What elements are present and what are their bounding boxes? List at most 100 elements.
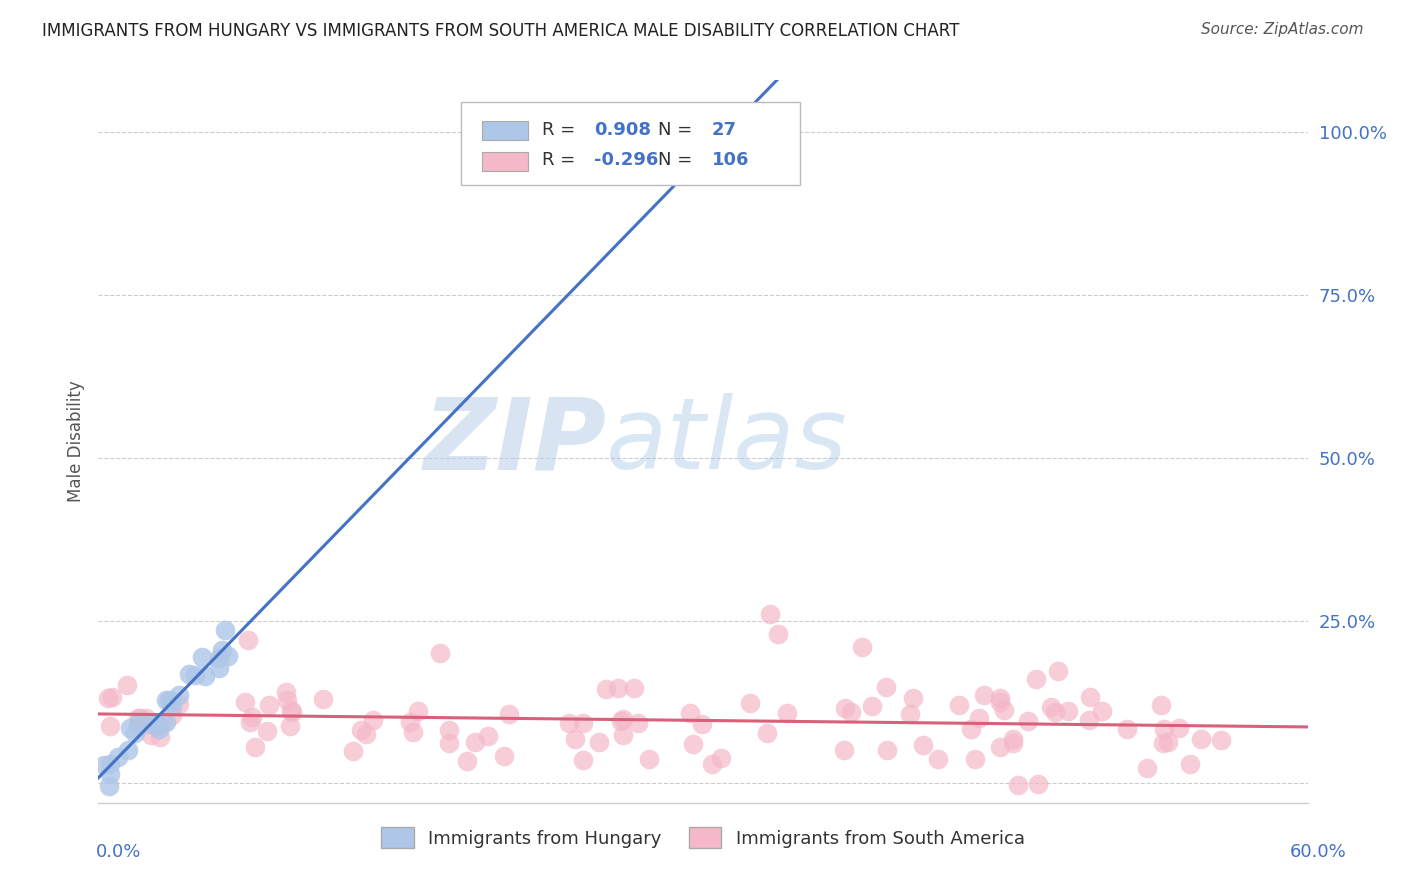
Point	[238, 633, 260, 648]
Point	[160, 708, 183, 723]
Point	[875, 681, 897, 695]
Point	[927, 752, 949, 766]
Point	[456, 754, 478, 768]
Point	[243, 740, 266, 755]
Point	[967, 711, 990, 725]
Point	[361, 713, 384, 727]
Point	[256, 724, 278, 739]
Point	[1001, 736, 1024, 750]
Point	[564, 732, 586, 747]
Point	[208, 650, 231, 665]
Point	[766, 626, 789, 640]
Text: 0.908: 0.908	[595, 121, 651, 139]
Point	[1017, 714, 1039, 729]
Point	[214, 623, 236, 637]
Point	[492, 748, 515, 763]
Point	[756, 726, 779, 740]
Point	[1007, 778, 1029, 792]
Point	[973, 688, 995, 702]
Legend: Immigrants from Hungary, Immigrants from South America: Immigrants from Hungary, Immigrants from…	[374, 820, 1032, 855]
Point	[98, 779, 121, 793]
Point	[851, 640, 873, 654]
Point	[988, 690, 1011, 705]
Point	[211, 642, 233, 657]
Point	[1152, 735, 1174, 749]
Point	[98, 767, 121, 781]
Text: R =: R =	[543, 121, 575, 139]
Point	[738, 696, 761, 710]
Point	[988, 695, 1011, 709]
Point	[1211, 733, 1233, 747]
Point	[276, 692, 298, 706]
Point	[834, 700, 856, 714]
Point	[1178, 756, 1201, 771]
Bar	[482, 152, 527, 170]
Point	[993, 703, 1015, 717]
Point	[1025, 673, 1047, 687]
Point	[115, 678, 138, 692]
Text: 27: 27	[711, 121, 737, 139]
Point	[280, 719, 302, 733]
Text: 0.0%: 0.0%	[96, 843, 141, 861]
Point	[1047, 664, 1070, 678]
Point	[208, 661, 231, 675]
Point	[682, 738, 704, 752]
Point	[710, 750, 733, 764]
Point	[239, 714, 262, 729]
Text: Source: ZipAtlas.com: Source: ZipAtlas.com	[1201, 22, 1364, 37]
Point	[155, 693, 177, 707]
Point	[124, 726, 146, 740]
Point	[832, 743, 855, 757]
Point	[607, 681, 630, 695]
Point	[437, 736, 460, 750]
Point	[127, 711, 149, 725]
Point	[179, 667, 201, 681]
Point	[167, 688, 190, 702]
Point	[402, 724, 425, 739]
Text: R =: R =	[543, 152, 575, 169]
Point	[167, 697, 190, 711]
Point	[98, 757, 121, 772]
Point	[191, 649, 214, 664]
Point	[349, 723, 371, 738]
Point	[1057, 704, 1080, 718]
Point	[1091, 704, 1114, 718]
Point	[960, 722, 983, 736]
Point	[281, 706, 304, 720]
Text: N =: N =	[658, 152, 693, 169]
Point	[911, 739, 934, 753]
Point	[1168, 721, 1191, 735]
Point	[1078, 714, 1101, 728]
Text: 106: 106	[711, 152, 749, 169]
Point	[1116, 722, 1139, 736]
Text: N =: N =	[658, 121, 693, 139]
Point	[233, 695, 256, 709]
Point	[1026, 777, 1049, 791]
Point	[758, 607, 780, 621]
Point	[139, 717, 162, 731]
Point	[948, 698, 970, 712]
Point	[595, 681, 617, 696]
Point	[149, 731, 172, 745]
Point	[354, 727, 377, 741]
Text: -0.296: -0.296	[595, 152, 658, 169]
Point	[127, 717, 149, 731]
Point	[1191, 732, 1213, 747]
Point	[240, 710, 263, 724]
Point	[1150, 698, 1173, 712]
Point	[572, 753, 595, 767]
Point	[612, 712, 634, 726]
Point	[1156, 735, 1178, 749]
Point	[342, 743, 364, 757]
Point	[93, 758, 115, 772]
Point	[276, 685, 298, 699]
Point	[159, 694, 181, 708]
Point	[101, 690, 124, 704]
Point	[609, 714, 631, 729]
Y-axis label: Male Disability: Male Disability	[66, 381, 84, 502]
Point	[860, 699, 883, 714]
Text: atlas: atlas	[606, 393, 848, 490]
Point	[498, 707, 520, 722]
Point	[638, 752, 661, 766]
Point	[152, 715, 174, 730]
